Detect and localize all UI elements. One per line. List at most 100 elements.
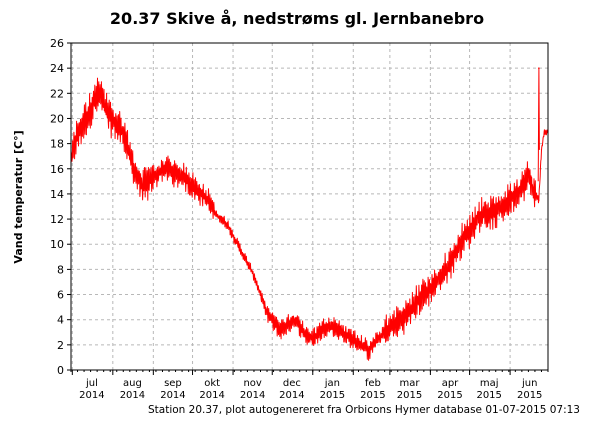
data-point xyxy=(501,205,503,208)
data-point xyxy=(331,325,333,327)
x-tick-year: 2015 xyxy=(397,390,422,401)
data-point xyxy=(429,287,431,289)
data-point xyxy=(344,334,347,336)
data-point xyxy=(99,92,101,94)
data-point xyxy=(462,237,464,239)
data-point xyxy=(122,130,124,132)
data-point xyxy=(214,212,216,214)
y-tick-label: 24 xyxy=(50,62,64,75)
plot-frame xyxy=(70,42,549,371)
data-point xyxy=(168,168,170,170)
series-layer xyxy=(70,67,549,361)
y-tick-label: 6 xyxy=(57,289,64,302)
x-tick-month: feb xyxy=(365,378,381,389)
data-point xyxy=(93,98,96,101)
data-point xyxy=(188,180,190,182)
data-point xyxy=(181,174,183,176)
data-point xyxy=(397,321,399,323)
data-point xyxy=(436,281,438,283)
x-tick-year: 2014 xyxy=(79,390,104,401)
data-point xyxy=(368,350,370,352)
data-point xyxy=(272,321,275,323)
data-point xyxy=(142,187,144,189)
x-axis: jul2014aug2014sep2014okt2014nov2014dec20… xyxy=(70,370,549,401)
data-point xyxy=(533,193,535,195)
data-point xyxy=(116,124,118,126)
x-tick-year: 2015 xyxy=(437,390,462,401)
data-point xyxy=(364,346,366,348)
data-point xyxy=(527,174,529,176)
y-tick-label: 18 xyxy=(50,138,64,151)
data-point xyxy=(253,275,255,277)
data-point xyxy=(482,212,484,214)
x-tick-month: jan xyxy=(324,378,340,389)
data-point xyxy=(318,331,320,333)
data-point xyxy=(201,193,203,195)
data-point xyxy=(442,271,445,273)
data-point xyxy=(384,331,386,333)
x-tick-month: maj xyxy=(480,378,499,389)
data-point xyxy=(88,111,90,113)
data-point xyxy=(357,341,360,343)
x-tick-year: 2015 xyxy=(476,390,501,401)
y-tick-label: 16 xyxy=(50,163,64,176)
data-point xyxy=(538,199,540,201)
x-tick-year: 2014 xyxy=(120,390,145,401)
data-point xyxy=(495,212,497,214)
data-point xyxy=(161,168,164,170)
data-point xyxy=(390,325,392,327)
x-tick-month: okt xyxy=(204,378,220,389)
data-point xyxy=(521,187,523,189)
x-tick-year: 2014 xyxy=(160,390,185,401)
data-point xyxy=(312,337,314,340)
x-tick-year: 2014 xyxy=(240,390,265,401)
y-tick-label: 8 xyxy=(57,263,64,276)
data-point xyxy=(488,212,490,214)
data-point xyxy=(174,174,177,176)
temperature-series-line xyxy=(70,67,549,361)
data-point xyxy=(325,325,327,327)
data-point xyxy=(299,325,301,327)
data-point xyxy=(475,218,477,220)
data-point xyxy=(455,249,458,252)
x-tick-month: sep xyxy=(164,378,182,389)
y-tick-label: 22 xyxy=(50,87,64,100)
data-point xyxy=(305,334,307,336)
data-point xyxy=(543,132,545,135)
x-tick-month: apr xyxy=(442,378,459,389)
data-point xyxy=(410,309,412,311)
y-tick-label: 4 xyxy=(57,314,64,327)
data-point xyxy=(129,155,131,157)
y-tick-label: 10 xyxy=(50,238,64,251)
x-tick-month: jun xyxy=(521,378,537,389)
y-tick-label: 0 xyxy=(57,364,64,377)
data-point xyxy=(82,124,84,126)
data-point xyxy=(468,231,471,233)
data-point xyxy=(508,199,510,201)
data-point xyxy=(449,262,451,264)
x-tick-month: jul xyxy=(85,378,98,389)
x-tick-year: 2014 xyxy=(279,390,304,401)
data-point xyxy=(279,329,281,331)
data-point xyxy=(207,199,209,201)
data-point xyxy=(266,312,268,315)
y-tick-label: 20 xyxy=(50,112,64,125)
data-point xyxy=(351,337,353,340)
data-point xyxy=(155,174,157,176)
x-tick-year: 2015 xyxy=(517,390,542,401)
data-point xyxy=(423,293,425,296)
data-point xyxy=(292,319,294,321)
data-point xyxy=(372,344,374,346)
peak-point xyxy=(538,67,540,69)
chart-title: 20.37 Skive å, nedstrøms gl. Jernbanebro xyxy=(110,9,484,28)
data-point xyxy=(377,337,379,340)
x-tick-year: 2015 xyxy=(320,390,345,401)
x-tick-year: 2015 xyxy=(360,390,385,401)
data-point xyxy=(194,187,196,189)
data-point xyxy=(259,293,262,296)
grid xyxy=(71,43,548,370)
data-point xyxy=(233,237,235,239)
y-tick-label: 14 xyxy=(50,188,64,201)
